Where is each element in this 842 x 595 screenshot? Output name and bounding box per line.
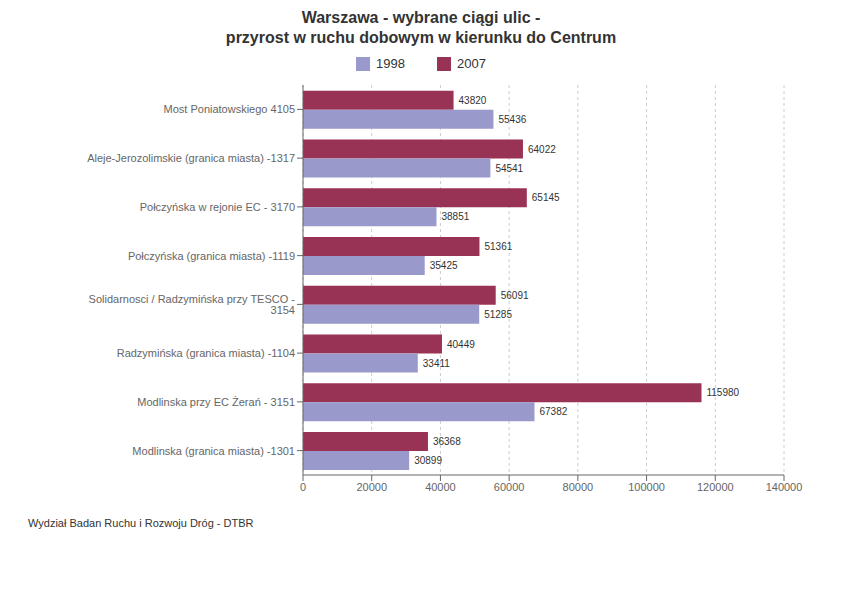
svg-text:Modlinska (granica miasta) -13: Modlinska (granica miasta) -1301 [132,445,295,457]
svg-text:Połczyńska (granica miasta) -1: Połczyńska (granica miasta) -1119 [128,250,295,262]
svg-text:51361: 51361 [484,241,512,252]
html-text:1998: 1998 [376,56,405,71]
svg-text:Most Poniatowskiego 4105: Most Poniatowskiego 4105 [164,103,295,115]
svg-text:30899: 30899 [414,455,442,466]
svg-text:0: 0 [300,481,306,493]
html-text:przyrost w ruchu dobowym w kie: przyrost w ruchu dobowym w kierunku do C… [225,29,617,46]
svg-text:100000: 100000 [628,481,665,493]
html-text:Wydział Badan Ruchu i Rozwoju: Wydział Badan Ruchu i Rozwoju Dróg - DTB… [28,517,254,529]
svg-text:56091: 56091 [501,290,529,301]
svg-text:60000: 60000 [494,481,525,493]
svg-text:Modlinska przy EC Żerań - 3151: Modlinska przy EC Żerań - 3151 [137,396,295,408]
svg-text:Solidarnosci / Radzymińska prz: Solidarnosci / Radzymińska przy TESCO -3… [89,293,296,316]
html-text:2007: 2007 [457,56,486,71]
svg-text:51285: 51285 [484,309,512,320]
svg-text:140000: 140000 [766,481,803,493]
svg-text:20000: 20000 [356,481,387,493]
svg-text:40449: 40449 [447,339,475,350]
svg-text:35425: 35425 [430,260,458,271]
svg-text:115980: 115980 [706,387,739,398]
html-text:Warszawa - wybrane ciągi ulic: Warszawa - wybrane ciągi ulic - [301,9,541,26]
svg-text:38851: 38851 [441,211,469,222]
svg-text:Połczyńska w rejonie EC - 3170: Połczyńska w rejonie EC - 3170 [140,201,295,213]
svg-text:40000: 40000 [425,481,456,493]
svg-text:67382: 67382 [540,406,568,417]
svg-text:Aleje-Jerozolimskie (granica m: Aleje-Jerozolimskie (granica miasta) -13… [87,152,295,164]
svg-text:33411: 33411 [423,358,451,369]
svg-text:55436: 55436 [498,114,526,125]
svg-text:Radzymińska (granica miasta) -: Radzymińska (granica miasta) -1104 [117,347,295,359]
svg-text:65145: 65145 [532,192,560,203]
svg-text:80000: 80000 [563,481,594,493]
svg-text:120000: 120000 [697,481,734,493]
svg-text:36368: 36368 [433,436,461,447]
svg-text:54541: 54541 [495,163,523,174]
svg-text:43820: 43820 [459,95,487,106]
svg-text:64022: 64022 [528,144,556,155]
